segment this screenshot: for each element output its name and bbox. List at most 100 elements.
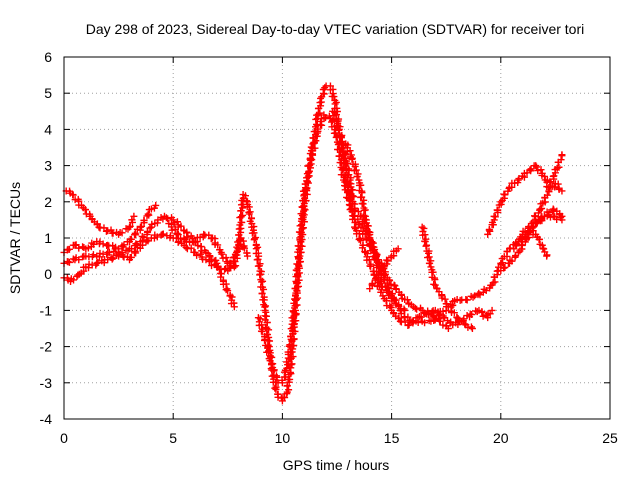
data-point-interp: [298, 203, 306, 211]
data-point: [383, 288, 391, 296]
data-point-interp: [351, 223, 359, 231]
data-point: [558, 216, 566, 224]
data-point-interp: [306, 155, 314, 163]
data-point-interp: [355, 235, 363, 243]
data-point-interp: [384, 257, 392, 265]
data-point-interp: [303, 174, 311, 182]
data-point-interp: [81, 205, 89, 213]
data-point: [93, 259, 101, 267]
data-point-interp: [352, 166, 360, 174]
data-point-interp: [193, 251, 201, 259]
data-point: [418, 223, 426, 231]
data-point-interp: [282, 373, 290, 381]
axis-ticks: [63, 56, 611, 420]
y-tick-label: 4: [44, 121, 52, 137]
data-point-interp: [374, 271, 382, 279]
data-point-interp: [258, 327, 266, 335]
data-point-interp: [250, 229, 258, 237]
data-point-interp: [232, 251, 240, 259]
data-point-interp: [218, 250, 226, 258]
data-point-interp: [467, 323, 475, 331]
data-point-interp: [456, 318, 464, 326]
data-point-interp: [283, 382, 291, 390]
data-point-interp: [330, 93, 338, 101]
data-point-interp: [108, 255, 116, 263]
data-point-interp: [387, 280, 395, 288]
data-point-interp: [289, 307, 297, 315]
data-point-interp: [254, 255, 262, 263]
data-point: [95, 223, 103, 231]
data-point-interp: [214, 241, 222, 249]
data-point-interp: [479, 312, 487, 320]
data-point-interp: [243, 197, 251, 205]
series-arc-12: [497, 211, 566, 275]
data-point-interp: [535, 235, 543, 243]
data-point-interp: [534, 167, 542, 175]
chart-title: Day 298 of 2023, Sidereal Day-to-day VTE…: [86, 21, 585, 37]
data-point-interp: [146, 224, 154, 232]
data-point-interp: [354, 208, 362, 216]
data-point: [300, 191, 308, 199]
series-arc-5: [165, 82, 566, 405]
data-point-interp: [433, 284, 441, 292]
data-point: [453, 314, 461, 322]
series-arc-9: [366, 245, 402, 293]
data-point-interp: [299, 197, 307, 205]
data-point-interp: [140, 217, 148, 225]
data-point-interp: [245, 210, 253, 218]
data-point-interp: [254, 262, 262, 270]
data-point: [540, 212, 548, 220]
data-point-interp: [352, 218, 360, 226]
x-tick-label: 25: [602, 430, 618, 446]
data-point-interp: [377, 288, 385, 296]
data-point-interp: [239, 243, 247, 251]
data-point-interp: [290, 314, 298, 322]
data-point-interp: [386, 302, 394, 310]
data-point-interp: [333, 115, 341, 123]
data-point: [200, 230, 208, 238]
data-point-interp: [208, 262, 216, 270]
data-point-interp: [168, 226, 176, 234]
data-point-interp: [334, 122, 342, 130]
data-point-interp: [265, 348, 273, 356]
data-point-interp: [316, 109, 324, 117]
data-point-interp: [336, 159, 344, 167]
data-point: [147, 205, 155, 213]
data-point: [396, 317, 404, 325]
data-point-interp: [422, 242, 430, 250]
data-point-interp: [461, 320, 469, 328]
data-point-interp: [365, 233, 373, 241]
data-point-interp: [463, 296, 471, 304]
data-point-interp: [265, 326, 273, 334]
data-point-interp: [239, 211, 247, 219]
data-point-interp: [312, 115, 320, 123]
data-point-interp: [241, 244, 249, 252]
data-point-interp: [408, 318, 416, 326]
data-point-interp: [425, 253, 433, 261]
data-point-interp: [317, 94, 325, 102]
data-point-interp: [397, 290, 405, 298]
y-tick-label: 5: [44, 85, 52, 101]
data-point: [230, 303, 238, 311]
data-point-interp: [171, 225, 179, 233]
data-point-interp: [180, 234, 188, 242]
data-point: [471, 292, 479, 300]
data-point-interp: [385, 276, 393, 284]
data-point-interp: [501, 191, 509, 199]
x-tick-label: 5: [169, 430, 177, 446]
data-point-interp: [320, 90, 328, 98]
data-point-interp: [373, 263, 381, 271]
series-arc-2: [62, 187, 138, 238]
data-point-interp: [369, 279, 377, 287]
data-point-interp: [353, 172, 361, 180]
data-point-interp: [436, 317, 444, 325]
data-points: [60, 82, 566, 405]
data-point-interp: [346, 179, 354, 187]
series-arc-14: [519, 227, 551, 260]
data-point: [401, 306, 409, 314]
data-point-interp: [287, 325, 295, 333]
data-point-interp: [75, 256, 83, 264]
data-point-interp: [297, 233, 305, 241]
data-point-interp: [332, 98, 340, 106]
